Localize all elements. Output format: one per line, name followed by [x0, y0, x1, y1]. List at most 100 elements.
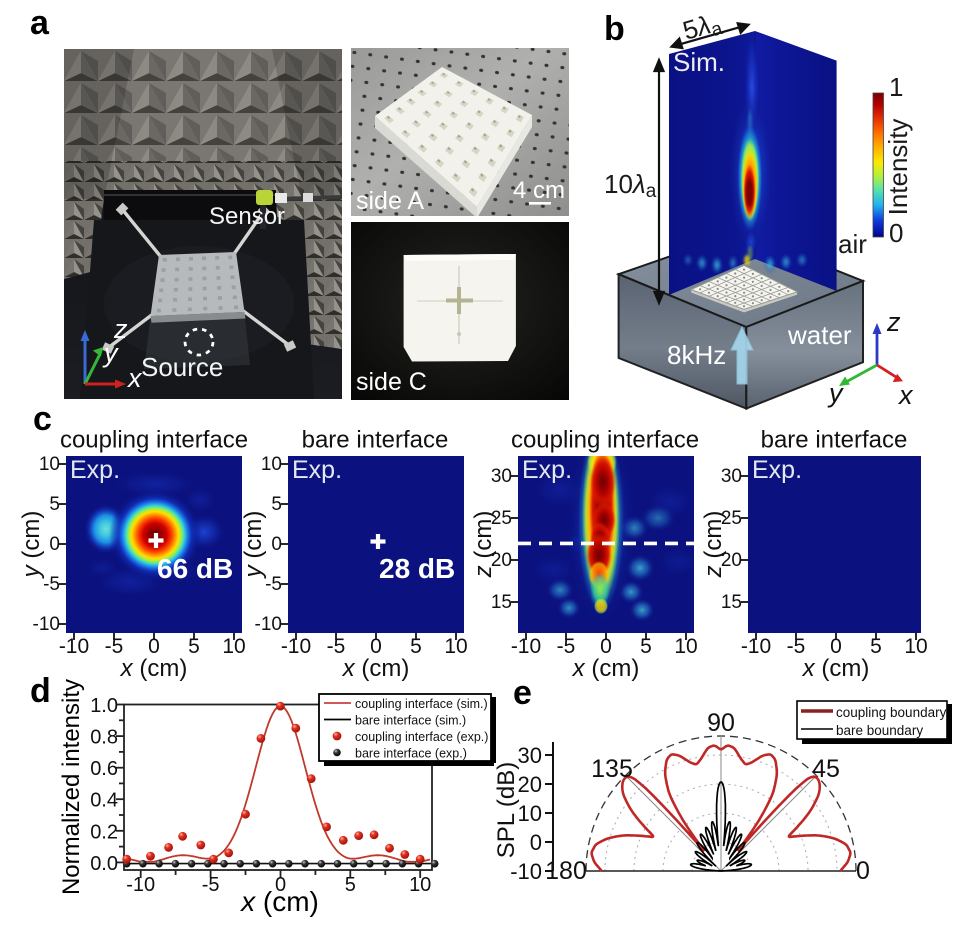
svg-text:20: 20: [721, 550, 742, 571]
svg-text:-10: -10: [511, 635, 541, 658]
svg-text:0: 0: [830, 635, 842, 658]
svg-text:10: 10: [222, 635, 245, 658]
svg-text:Exp.: Exp.: [522, 456, 572, 484]
svg-text:45: 45: [812, 755, 840, 783]
svg-text:5: 5: [870, 635, 882, 658]
svg-text:1: 1: [889, 72, 903, 102]
svg-text:-5: -5: [43, 574, 60, 595]
svg-text:-10: -10: [126, 874, 155, 896]
svg-text:z: z: [113, 314, 128, 344]
svg-text:y (cm): y (cm): [240, 511, 267, 580]
svg-text:135: 135: [591, 755, 633, 783]
svg-text:0: 0: [600, 635, 612, 658]
svg-text:4 cm: 4 cm: [513, 177, 565, 204]
svg-text:y: y: [102, 338, 119, 368]
svg-text:0: 0: [49, 534, 60, 555]
svg-text:air: air: [838, 229, 867, 259]
svg-text:water: water: [787, 320, 852, 350]
svg-text:180: 180: [545, 857, 587, 885]
svg-text:-5: -5: [557, 635, 576, 658]
svg-text:0: 0: [889, 218, 903, 248]
svg-text:15: 15: [721, 592, 742, 613]
svg-text:side A: side A: [356, 187, 424, 215]
svg-text:10: 10: [261, 454, 282, 475]
svg-text:10: 10: [904, 635, 927, 658]
svg-text:coupling interface: coupling interface: [60, 427, 248, 454]
svg-text:0: 0: [148, 635, 160, 658]
svg-text:0: 0: [856, 857, 870, 885]
svg-text:1.0: 1.0: [90, 695, 118, 717]
svg-text:90: 90: [707, 709, 735, 737]
svg-text:5: 5: [49, 494, 60, 515]
svg-text:x (cm): x (cm): [572, 655, 640, 682]
svg-text:-5: -5: [265, 574, 282, 595]
svg-text:0: 0: [271, 534, 282, 555]
svg-text:z (cm): z (cm): [470, 511, 497, 579]
svg-text:-10: -10: [741, 635, 771, 658]
svg-text:0.8: 0.8: [90, 727, 118, 749]
svg-text:Normalized intensity: Normalized intensity: [58, 679, 85, 895]
svg-text:coupling interface: coupling interface: [511, 427, 699, 454]
svg-text:-5: -5: [787, 635, 806, 658]
svg-text:5: 5: [271, 494, 282, 515]
svg-text:66 dB: 66 dB: [157, 553, 233, 584]
svg-text:z (cm): z (cm): [700, 511, 727, 579]
svg-text:0.2: 0.2: [90, 821, 118, 843]
svg-text:-10: -10: [510, 859, 542, 884]
svg-text:x: x: [897, 380, 914, 410]
svg-text:30: 30: [491, 466, 512, 487]
svg-text:20: 20: [518, 772, 542, 797]
svg-text:Exp.: Exp.: [292, 456, 342, 484]
svg-text:8kHz: 8kHz: [667, 340, 726, 370]
svg-text:x (cm): x (cm): [802, 655, 870, 682]
svg-text:10: 10: [39, 454, 60, 475]
svg-text:Sim.: Sim.: [673, 47, 725, 77]
svg-text:0.4: 0.4: [90, 790, 118, 812]
svg-text:20: 20: [491, 550, 512, 571]
svg-text:y: y: [827, 378, 844, 408]
svg-text:-5: -5: [105, 635, 124, 658]
svg-text:5: 5: [188, 635, 200, 658]
svg-text:10: 10: [518, 801, 542, 826]
svg-text:Exp.: Exp.: [752, 456, 802, 484]
svg-text:side C: side C: [356, 368, 427, 396]
svg-text:Exp.: Exp.: [70, 456, 120, 484]
svg-text:-10: -10: [33, 614, 60, 635]
svg-text:5: 5: [345, 874, 356, 896]
svg-text:coupling boundary: coupling boundary: [836, 705, 947, 720]
svg-text:coupling interface (sim.): coupling interface (sim.): [355, 697, 488, 711]
svg-text:bare interface (sim.): bare interface (sim.): [355, 714, 466, 728]
svg-text:25: 25: [491, 508, 512, 529]
svg-text:coupling interface (exp.): coupling interface (exp.): [355, 730, 488, 744]
svg-text:10λa: 10λa: [604, 169, 657, 202]
svg-text:y (cm): y (cm): [18, 511, 45, 580]
svg-text:-10: -10: [281, 635, 311, 658]
svg-text:10: 10: [444, 635, 467, 658]
svg-text:x (cm): x (cm): [120, 655, 188, 682]
svg-text:-10: -10: [255, 614, 282, 635]
svg-text:15: 15: [491, 592, 512, 613]
svg-text:bare interface: bare interface: [761, 427, 908, 454]
svg-text:5: 5: [640, 635, 652, 658]
svg-text:bare interface (exp.): bare interface (exp.): [355, 747, 467, 761]
svg-text:x (cm): x (cm): [342, 655, 410, 682]
svg-text:5: 5: [410, 635, 422, 658]
svg-text:bare interface: bare interface: [302, 427, 449, 454]
svg-text:-5: -5: [327, 635, 346, 658]
svg-text:0: 0: [530, 830, 542, 855]
svg-text:x (cm): x (cm): [239, 886, 319, 917]
svg-text:25: 25: [721, 508, 742, 529]
svg-text:bare boundary: bare boundary: [836, 723, 923, 738]
svg-text:x: x: [126, 363, 143, 393]
svg-text:0: 0: [370, 635, 382, 658]
svg-text:10: 10: [674, 635, 697, 658]
svg-text:30: 30: [518, 743, 542, 768]
svg-text:Source: Source: [141, 352, 223, 382]
svg-text:-10: -10: [59, 635, 89, 658]
svg-text:28 dB: 28 dB: [379, 553, 455, 584]
svg-text:Intensity: Intensity: [883, 119, 913, 216]
svg-text:0.0: 0.0: [90, 853, 118, 875]
svg-text:z: z: [886, 307, 901, 337]
svg-text:30: 30: [721, 466, 742, 487]
svg-text:0: 0: [275, 874, 286, 896]
